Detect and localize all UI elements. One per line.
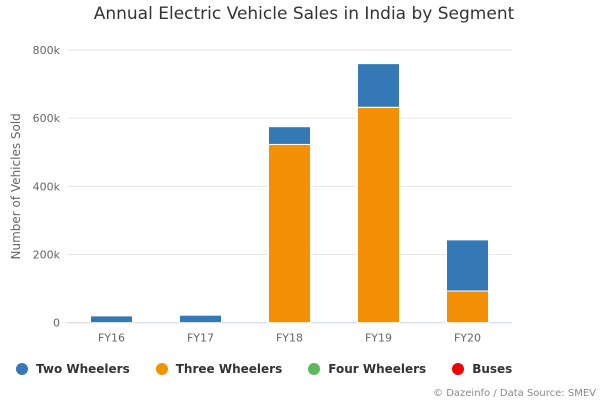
legend: Two Wheelers Three Wheelers Four Wheelers B… [0, 362, 608, 376]
legend-marker-icon [155, 363, 168, 375]
legend-item-two-wheelers[interactable]: Two Wheelers [16, 362, 130, 376]
legend-label: Four Wheelers [328, 362, 427, 376]
legend-label: Three Wheelers [175, 362, 283, 376]
legend-item-buses[interactable]: Buses [452, 362, 512, 376]
x-tick-label: FY18 [276, 332, 303, 345]
x-tick-label: FY19 [365, 332, 392, 345]
bar-two-wheelers-fy17 [179, 314, 222, 324]
y-tick-label: 400k [33, 180, 61, 193]
x-tick-label: FY17 [187, 332, 214, 345]
legend-marker-icon [16, 363, 28, 375]
bar-three-wheelers-fy19 [357, 106, 400, 324]
legend-label: Two Wheelers [36, 362, 130, 376]
legend-item-three-wheelers[interactable]: Three Wheelers [155, 362, 283, 376]
bar-two-wheelers-fy18 [268, 126, 311, 145]
bar-two-wheelers-fy16 [90, 315, 133, 324]
legend-marker-icon [452, 363, 465, 375]
legend-label: Buses [472, 362, 513, 376]
bar-two-wheelers-fy20 [446, 239, 489, 292]
bar-two-wheelers-fy19 [357, 63, 400, 108]
y-tick-label: 0 [53, 317, 60, 330]
y-tick-label: 600k [33, 112, 61, 125]
y-tick-label: 200k [33, 249, 61, 262]
credit-text: © Dazeinfo / Data Source: SMEV [433, 388, 596, 399]
chart-plot: 0 200k 400k 600k 800k Number of Vehicles Sold… [9, 44, 512, 345]
y-tick-label: 800k [33, 44, 61, 57]
x-tick-label: FY20 [454, 332, 481, 345]
legend-item-four-wheelers[interactable]: Four Wheelers [308, 362, 426, 376]
bar-three-wheelers-fy18 [268, 143, 311, 324]
legend-marker-icon [308, 363, 321, 375]
chart-title: Annual Electric Vehicle Sales in India b… [93, 4, 515, 24]
y-axis-label: Number of Vehicles Sold [9, 113, 23, 259]
bar-three-wheelers-fy20 [446, 290, 489, 324]
x-tick-label: FY16 [98, 332, 125, 345]
